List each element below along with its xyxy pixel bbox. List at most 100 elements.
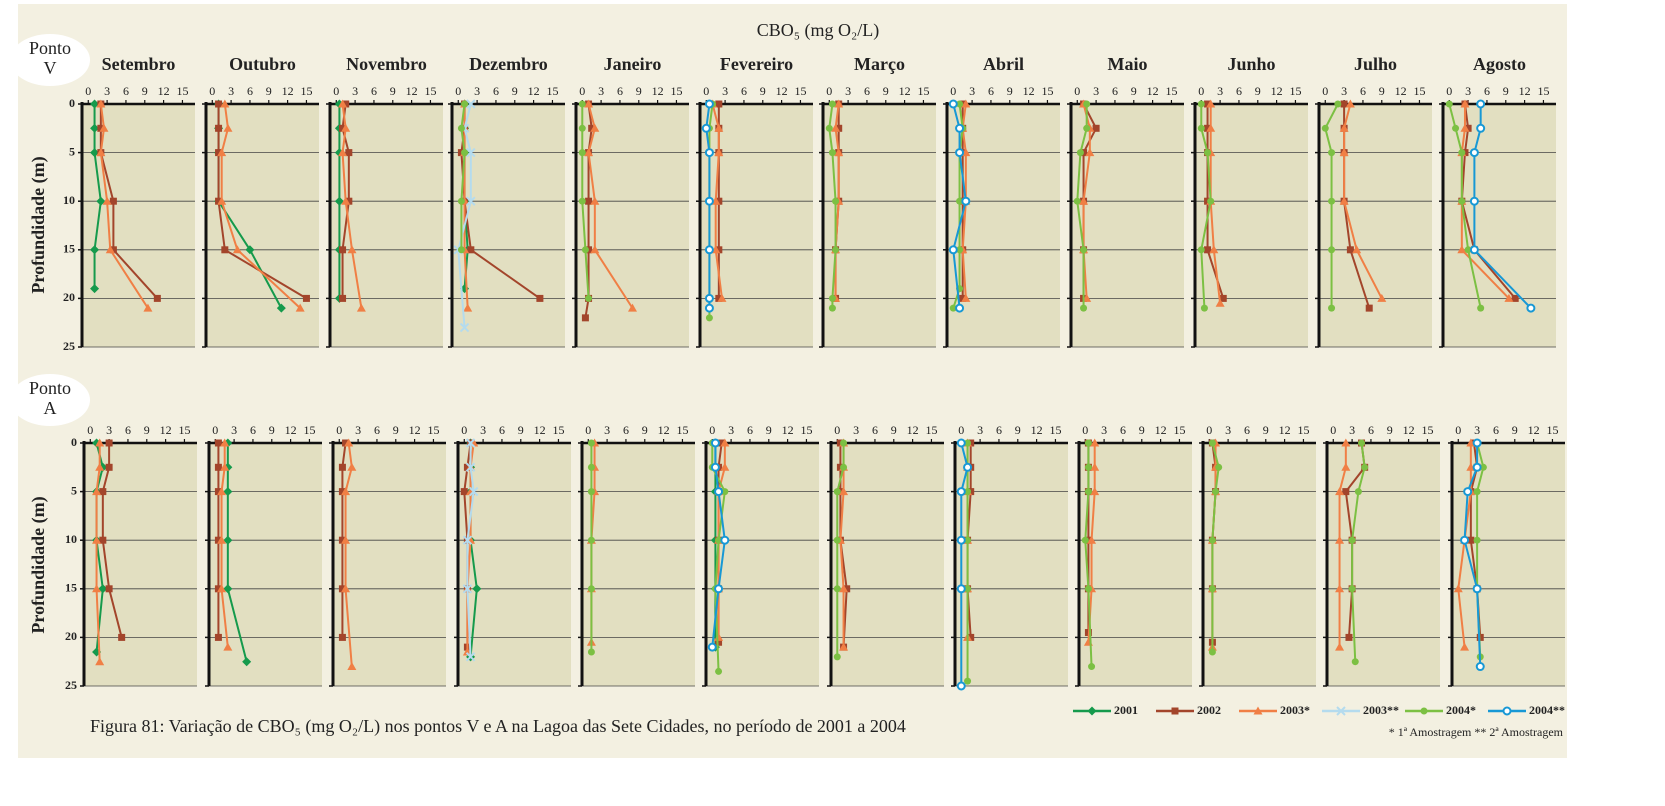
profile-line — [220, 103, 301, 309]
profile-line — [1206, 104, 1225, 299]
plot-area — [823, 104, 936, 347]
marker — [223, 642, 233, 651]
y-tick-label: 10 — [65, 532, 77, 546]
x-tick-label: 0 — [336, 423, 342, 437]
month-title: Maio — [1108, 54, 1148, 74]
marker — [465, 462, 476, 473]
marker — [334, 196, 344, 206]
marker — [1204, 124, 1212, 132]
month-title: Abril — [983, 54, 1024, 74]
x-tick-label: 12 — [1395, 84, 1407, 98]
marker — [109, 197, 117, 205]
marker — [715, 294, 723, 302]
marker — [1469, 245, 1479, 255]
marker — [587, 536, 595, 544]
x-tick-label: 9 — [766, 423, 772, 437]
x-tick-label: 9 — [1255, 84, 1261, 98]
marker — [347, 462, 357, 471]
marker — [96, 148, 106, 157]
x-tick-label: 6 — [747, 423, 753, 437]
marker — [1084, 463, 1092, 471]
x-tick-label: 9 — [144, 423, 150, 437]
marker — [704, 148, 714, 158]
marker — [95, 657, 105, 666]
marker — [153, 294, 161, 302]
marker — [587, 439, 595, 447]
x-tick-label: 12 — [907, 423, 919, 437]
marker — [1346, 246, 1354, 254]
marker — [832, 246, 840, 254]
x-tick-label: 0 — [585, 423, 591, 437]
x-tick-label: 9 — [518, 423, 524, 437]
x-tick-label: 9 — [1387, 423, 1393, 437]
marker — [587, 585, 595, 593]
plot-area — [1452, 443, 1565, 686]
marker — [1463, 487, 1473, 497]
marker — [1345, 633, 1353, 641]
marker — [1204, 246, 1212, 254]
x-tick-label: 12 — [776, 84, 788, 98]
marker — [704, 245, 714, 255]
marker — [715, 100, 723, 108]
x-tick-label: 0 — [834, 423, 840, 437]
x-tick-label: 0 — [1206, 423, 1212, 437]
x-tick-label: 0 — [212, 423, 218, 437]
marker — [215, 124, 223, 132]
profile-line — [341, 103, 363, 309]
marker — [214, 439, 222, 447]
marker — [342, 100, 350, 108]
marker — [587, 463, 595, 471]
month-title: Dezembro — [469, 54, 548, 74]
marker — [1197, 100, 1205, 108]
profile-line — [1324, 103, 1339, 309]
plot-area — [333, 443, 446, 686]
marker — [585, 197, 593, 205]
marker — [347, 662, 357, 671]
x-tick-label: 12 — [406, 84, 418, 98]
x-tick-label: 6 — [123, 84, 129, 98]
marker — [948, 99, 958, 109]
marker — [105, 439, 113, 447]
marker — [1445, 100, 1453, 108]
marker — [704, 196, 714, 206]
x-tick-label: 9 — [269, 423, 275, 437]
x-tick-label: 15 — [552, 423, 564, 437]
x-tick-label: 0 — [1074, 84, 1080, 98]
marker — [1208, 648, 1216, 656]
profile-line — [587, 103, 634, 309]
marker — [1473, 488, 1481, 496]
x-tick-label: 15 — [1041, 84, 1053, 98]
marker — [835, 124, 843, 132]
marker — [1083, 124, 1091, 132]
marker — [1328, 304, 1336, 312]
marker — [1208, 439, 1216, 447]
legend-label: 2003* — [1280, 703, 1310, 717]
x-tick-label: 15 — [1297, 423, 1309, 437]
x-tick-label: 3 — [1341, 84, 1347, 98]
marker — [590, 196, 600, 205]
plot-area — [582, 443, 695, 686]
marker — [1092, 124, 1100, 132]
marker — [214, 585, 222, 593]
x-tick-label: 3 — [355, 423, 361, 437]
marker — [215, 149, 223, 157]
y-tick-label: 15 — [65, 581, 77, 595]
marker — [1473, 536, 1481, 544]
x-tick-label: 9 — [883, 84, 889, 98]
marker — [715, 536, 723, 544]
x-tick-label: 6 — [988, 84, 994, 98]
plot-area — [458, 443, 571, 686]
marker — [963, 462, 973, 472]
marker — [956, 438, 966, 448]
x-tick-label: 3 — [106, 423, 112, 437]
marker — [344, 438, 354, 447]
marker — [1208, 585, 1216, 593]
marker — [460, 488, 468, 496]
legend-marker — [1253, 706, 1263, 715]
marker — [220, 462, 230, 471]
marker — [214, 488, 222, 496]
x-tick-label: 12 — [282, 84, 294, 98]
marker — [1080, 304, 1088, 312]
marker — [956, 100, 964, 108]
x-tick-label: 9 — [1263, 423, 1269, 437]
